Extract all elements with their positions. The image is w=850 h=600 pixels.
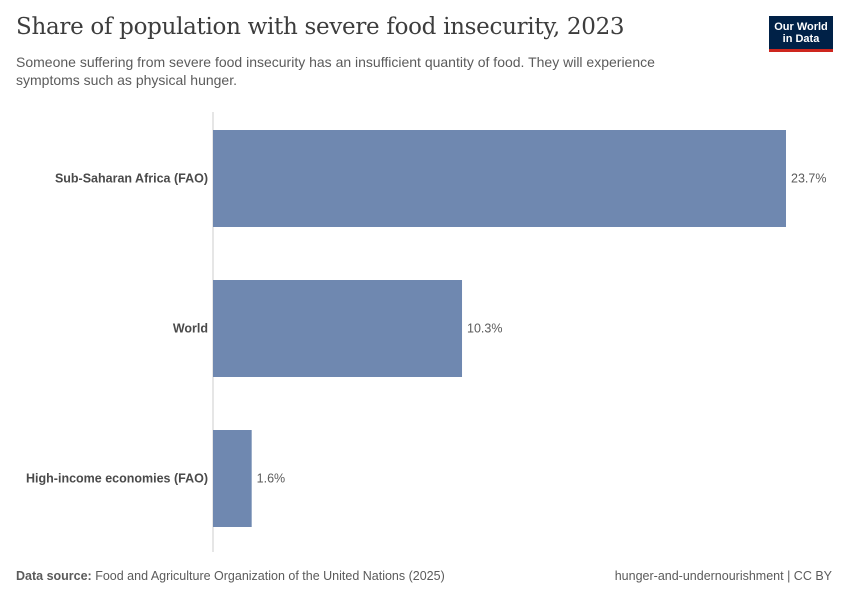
data-source-label: Data source:	[16, 569, 92, 583]
logo-line-1: Our World	[774, 21, 828, 33]
category-label-0: Sub-Saharan Africa (FAO)	[55, 172, 208, 186]
owid-logo[interactable]: Our World in Data	[769, 16, 833, 52]
bar-0[interactable]	[213, 130, 786, 227]
value-label-0: 23.7%	[791, 172, 826, 186]
data-source: Data source: Food and Agriculture Organi…	[16, 569, 445, 583]
bar-2[interactable]	[213, 430, 252, 527]
value-label-2: 1.6%	[257, 472, 286, 486]
bar-1[interactable]	[213, 280, 463, 377]
data-source-text[interactable]: Food and Agriculture Organization of the…	[95, 569, 445, 583]
license-info[interactable]: hunger-and-undernourishment | CC BY	[614, 569, 832, 583]
chart-title: Share of population with severe food ins…	[16, 14, 625, 40]
category-label-2: High-income economies (FAO)	[26, 472, 208, 486]
chart-subtitle: Someone suffering from severe food insec…	[16, 54, 655, 88]
category-label-1: World	[173, 322, 208, 336]
value-label-1: 10.3%	[467, 322, 502, 336]
logo-line-2: in Data	[782, 33, 820, 45]
